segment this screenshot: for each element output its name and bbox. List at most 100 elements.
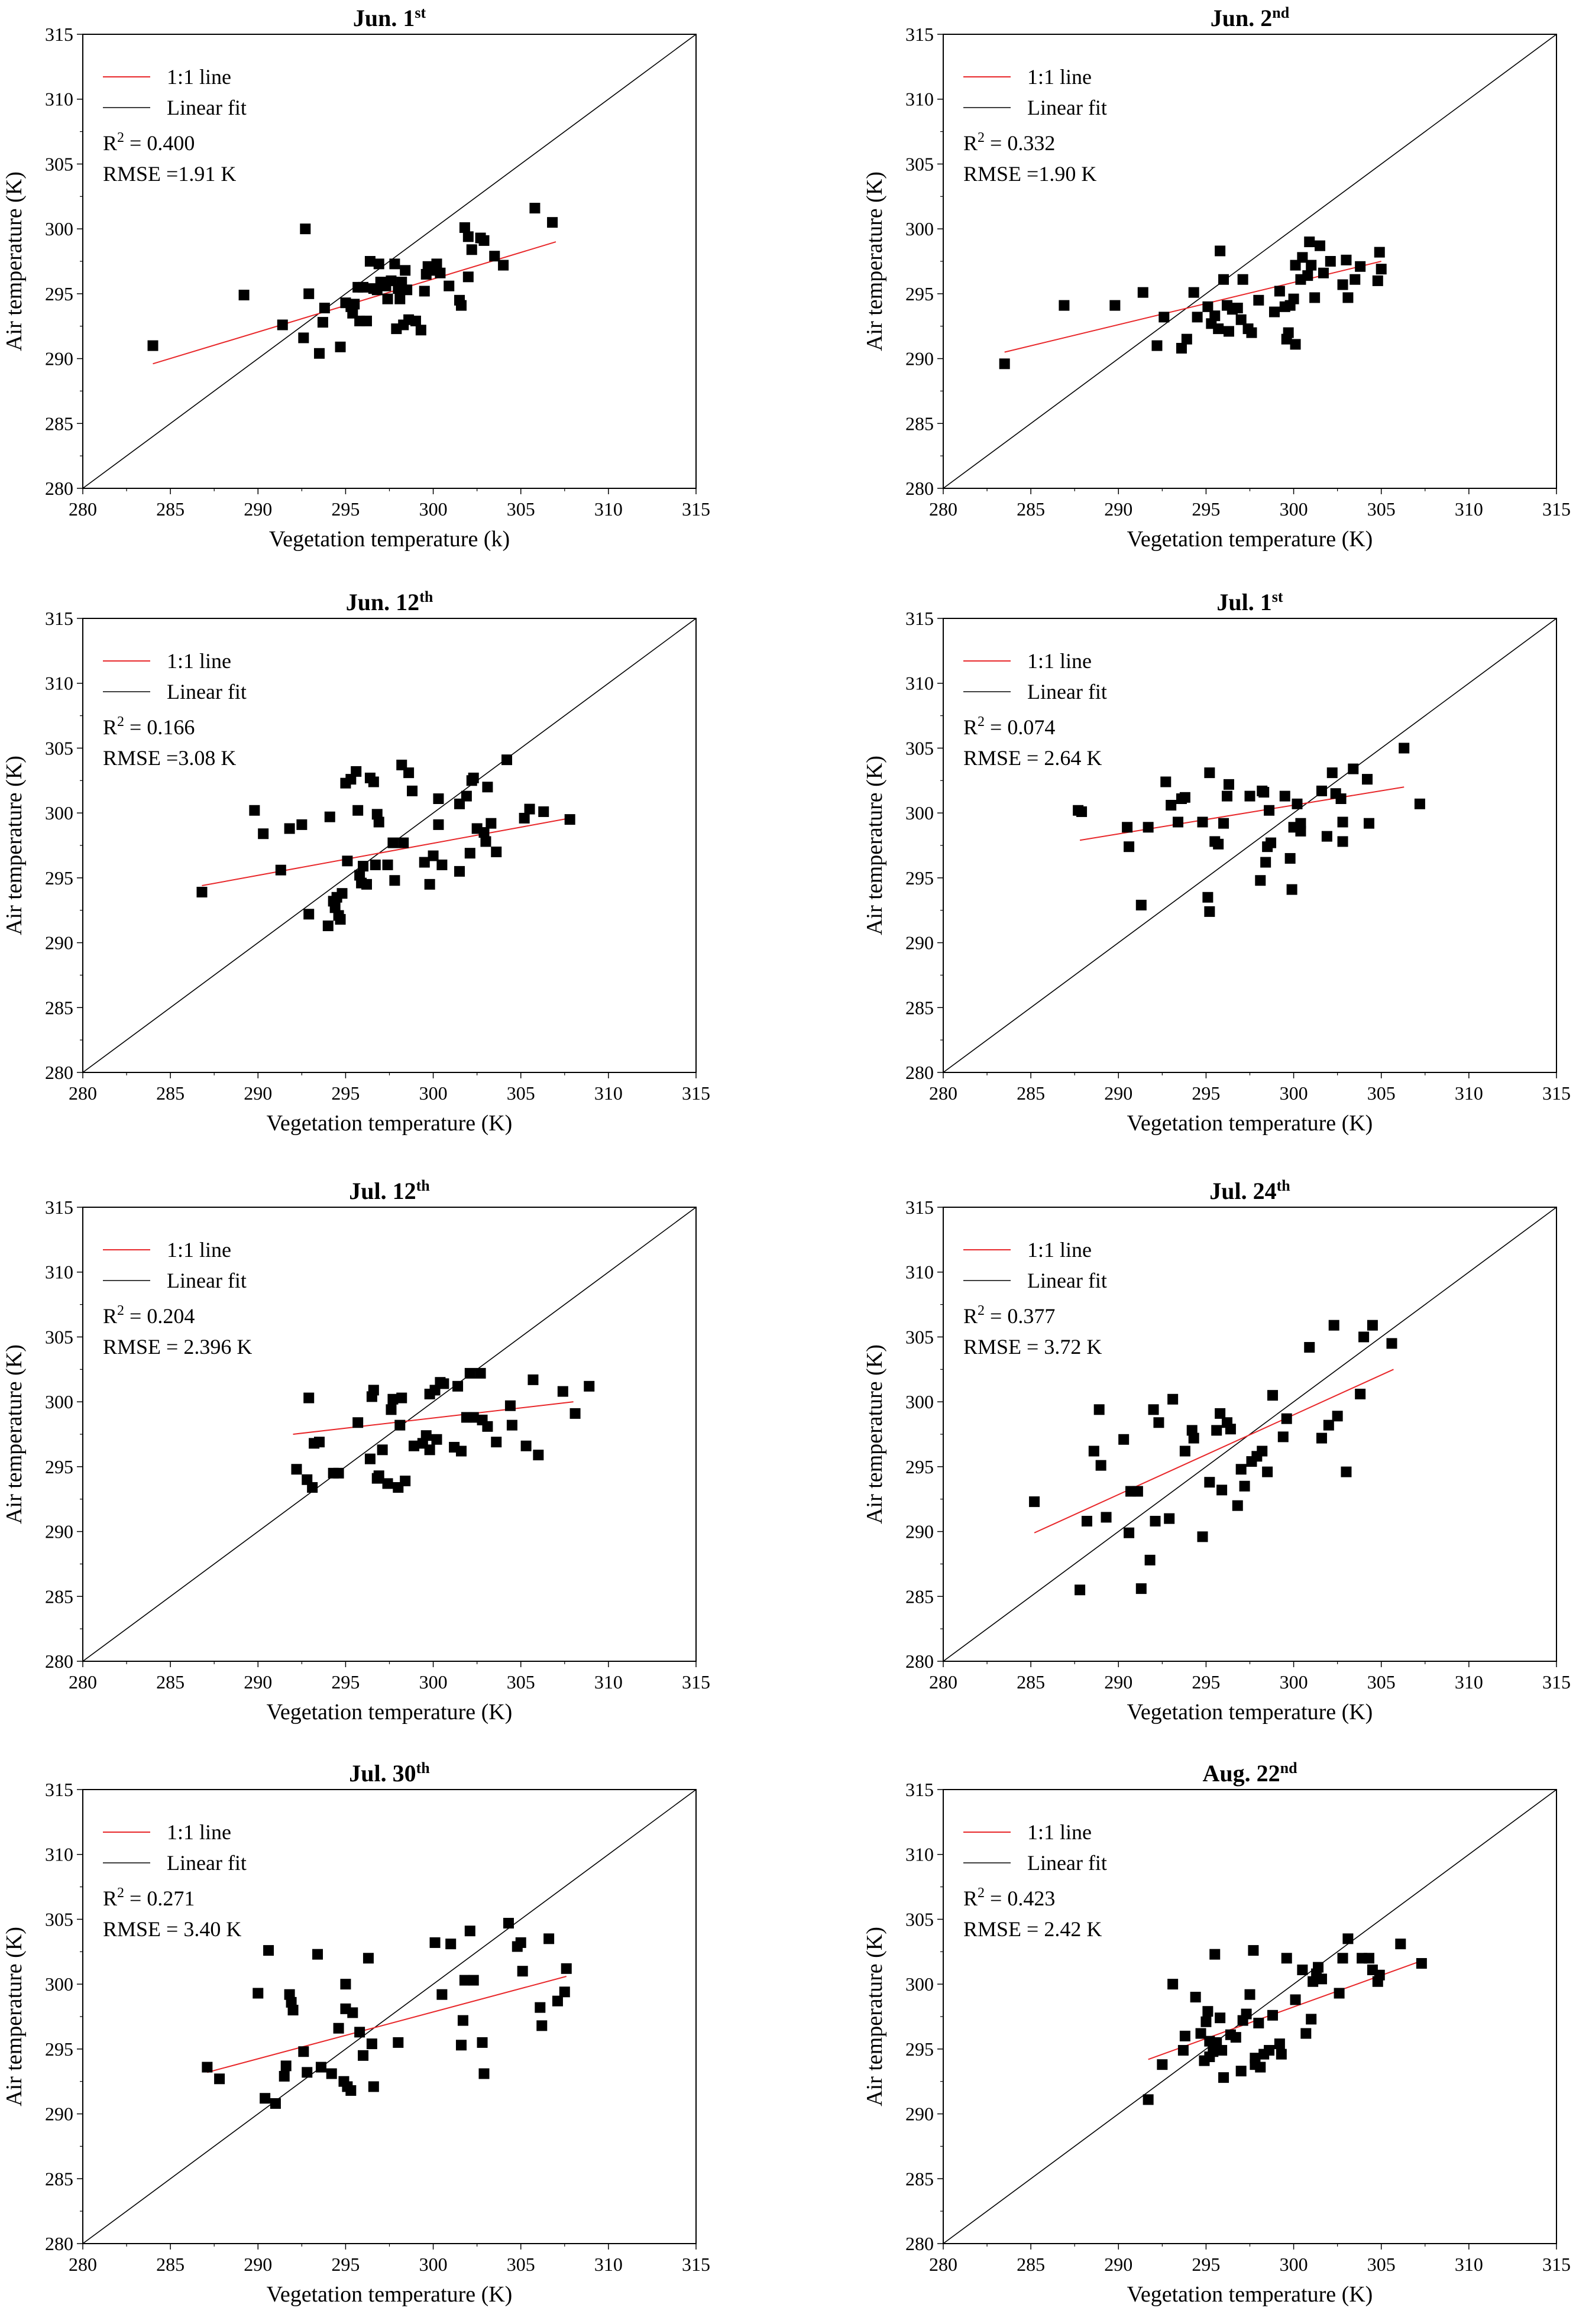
data-point — [1288, 293, 1299, 304]
plot-frame — [943, 1789, 1557, 2244]
data-point — [1337, 1953, 1348, 1964]
data-point — [475, 1367, 486, 1379]
data-point — [1230, 2032, 1241, 2043]
data-point — [364, 256, 376, 267]
chart-title-main: Jul. 12 — [349, 1178, 416, 1204]
data-point — [444, 280, 455, 291]
r-squared-value: R2 = 0.332 — [963, 130, 1055, 155]
data-point — [394, 1419, 406, 1431]
y-tick-label: 300 — [905, 1391, 934, 1412]
r-squared-exponent: 2 — [978, 1885, 985, 1901]
data-point — [1316, 1973, 1327, 1985]
data-point — [1150, 1516, 1161, 1527]
x-tick-label: 280 — [929, 498, 957, 520]
data-point — [368, 776, 379, 787]
r-squared-exponent: 2 — [978, 714, 985, 730]
data-point — [1177, 2045, 1189, 2056]
data-point — [433, 793, 444, 805]
x-tick-label: 300 — [1280, 1671, 1308, 1693]
data-point — [478, 827, 490, 838]
data-point — [1262, 1466, 1273, 1477]
data-point — [361, 879, 372, 890]
data-point — [1195, 2028, 1206, 2039]
data-point — [1241, 2008, 1252, 2020]
reference-line — [943, 34, 1557, 489]
data-point — [464, 848, 475, 859]
data-point — [468, 1975, 479, 1986]
x-tick-label: 310 — [1455, 2254, 1483, 2275]
legend-label-linear-fit: Linear fit — [1027, 680, 1107, 704]
x-tick-label: 295 — [1192, 1082, 1220, 1104]
plot-frame — [82, 1789, 697, 2244]
rmse-value: RMSE = 2.396 K — [103, 1335, 252, 1359]
rmse-value: RMSE = 2.42 K — [963, 1917, 1102, 1941]
data-point — [298, 332, 309, 343]
data-point — [326, 2068, 337, 2079]
data-point — [455, 2040, 467, 2051]
data-point — [1164, 1513, 1175, 1524]
data-point — [196, 886, 208, 897]
r-squared-value: R2 = 0.166 — [103, 714, 195, 739]
data-point — [454, 866, 465, 877]
data-point — [1213, 838, 1224, 850]
rmse-value: RMSE = 2.64 K — [963, 746, 1102, 770]
data-point — [307, 1482, 318, 1493]
data-point — [1235, 1464, 1247, 1475]
data-point — [424, 1444, 435, 1456]
chart-title: Jun. 12th — [346, 588, 433, 615]
r-squared-symbol: R — [103, 1304, 117, 1328]
data-point — [424, 879, 435, 890]
y-tick-label: 295 — [905, 1456, 934, 1477]
r-squared-value: R2 = 0.271 — [103, 1885, 195, 1910]
y-tick-label: 285 — [45, 413, 73, 434]
r-squared-number: = 0.166 — [124, 715, 195, 739]
data-point — [1260, 857, 1271, 868]
data-point — [1268, 306, 1280, 317]
y-tick-label: 280 — [905, 1651, 934, 1672]
y-tick-label: 310 — [45, 1262, 73, 1283]
y-tick-label: 290 — [905, 932, 934, 954]
data-point — [389, 875, 400, 886]
y-tick-label: 285 — [45, 1586, 73, 1607]
data-point — [1144, 1554, 1156, 1565]
data-point — [368, 2081, 379, 2092]
data-point — [298, 2046, 309, 2057]
data-point — [1399, 743, 1410, 754]
x-tick-label: 310 — [1455, 1082, 1483, 1104]
x-tick-label: 295 — [1192, 1671, 1220, 1693]
data-point — [1095, 1460, 1106, 1471]
data-point — [1157, 2059, 1168, 2070]
data-point — [313, 348, 325, 359]
x-tick-label: 290 — [244, 1082, 272, 1104]
data-point — [564, 814, 575, 825]
data-point — [1250, 2053, 1261, 2064]
x-tick-label: 305 — [1367, 498, 1396, 520]
y-tick-label: 300 — [45, 218, 73, 239]
y-tick-label: 290 — [45, 1521, 73, 1542]
r-squared-symbol: R — [963, 1304, 978, 1328]
data-point — [1225, 1424, 1236, 1435]
data-point — [1266, 837, 1277, 848]
data-point — [373, 1470, 384, 1482]
x-tick-label: 315 — [682, 1671, 710, 1693]
x-tick-label: 315 — [1542, 1082, 1571, 1104]
data-point — [303, 288, 315, 299]
data-point — [1093, 1404, 1105, 1415]
y-tick-label: 280 — [45, 1062, 73, 1083]
data-point — [538, 806, 549, 817]
data-point — [489, 251, 500, 262]
data-point — [1267, 2009, 1279, 2021]
plot-frame — [82, 34, 697, 489]
data-point — [407, 785, 418, 796]
data-point — [477, 2037, 488, 2048]
data-point — [1135, 1583, 1147, 1594]
x-axis-label: Vegetation temperature (K) — [1127, 1111, 1373, 1136]
data-point — [349, 299, 360, 310]
data-point — [312, 1949, 323, 1960]
data-point — [1215, 245, 1226, 257]
data-point — [1223, 779, 1234, 790]
data-point — [279, 2070, 290, 2082]
x-tick-label: 305 — [507, 1671, 535, 1693]
